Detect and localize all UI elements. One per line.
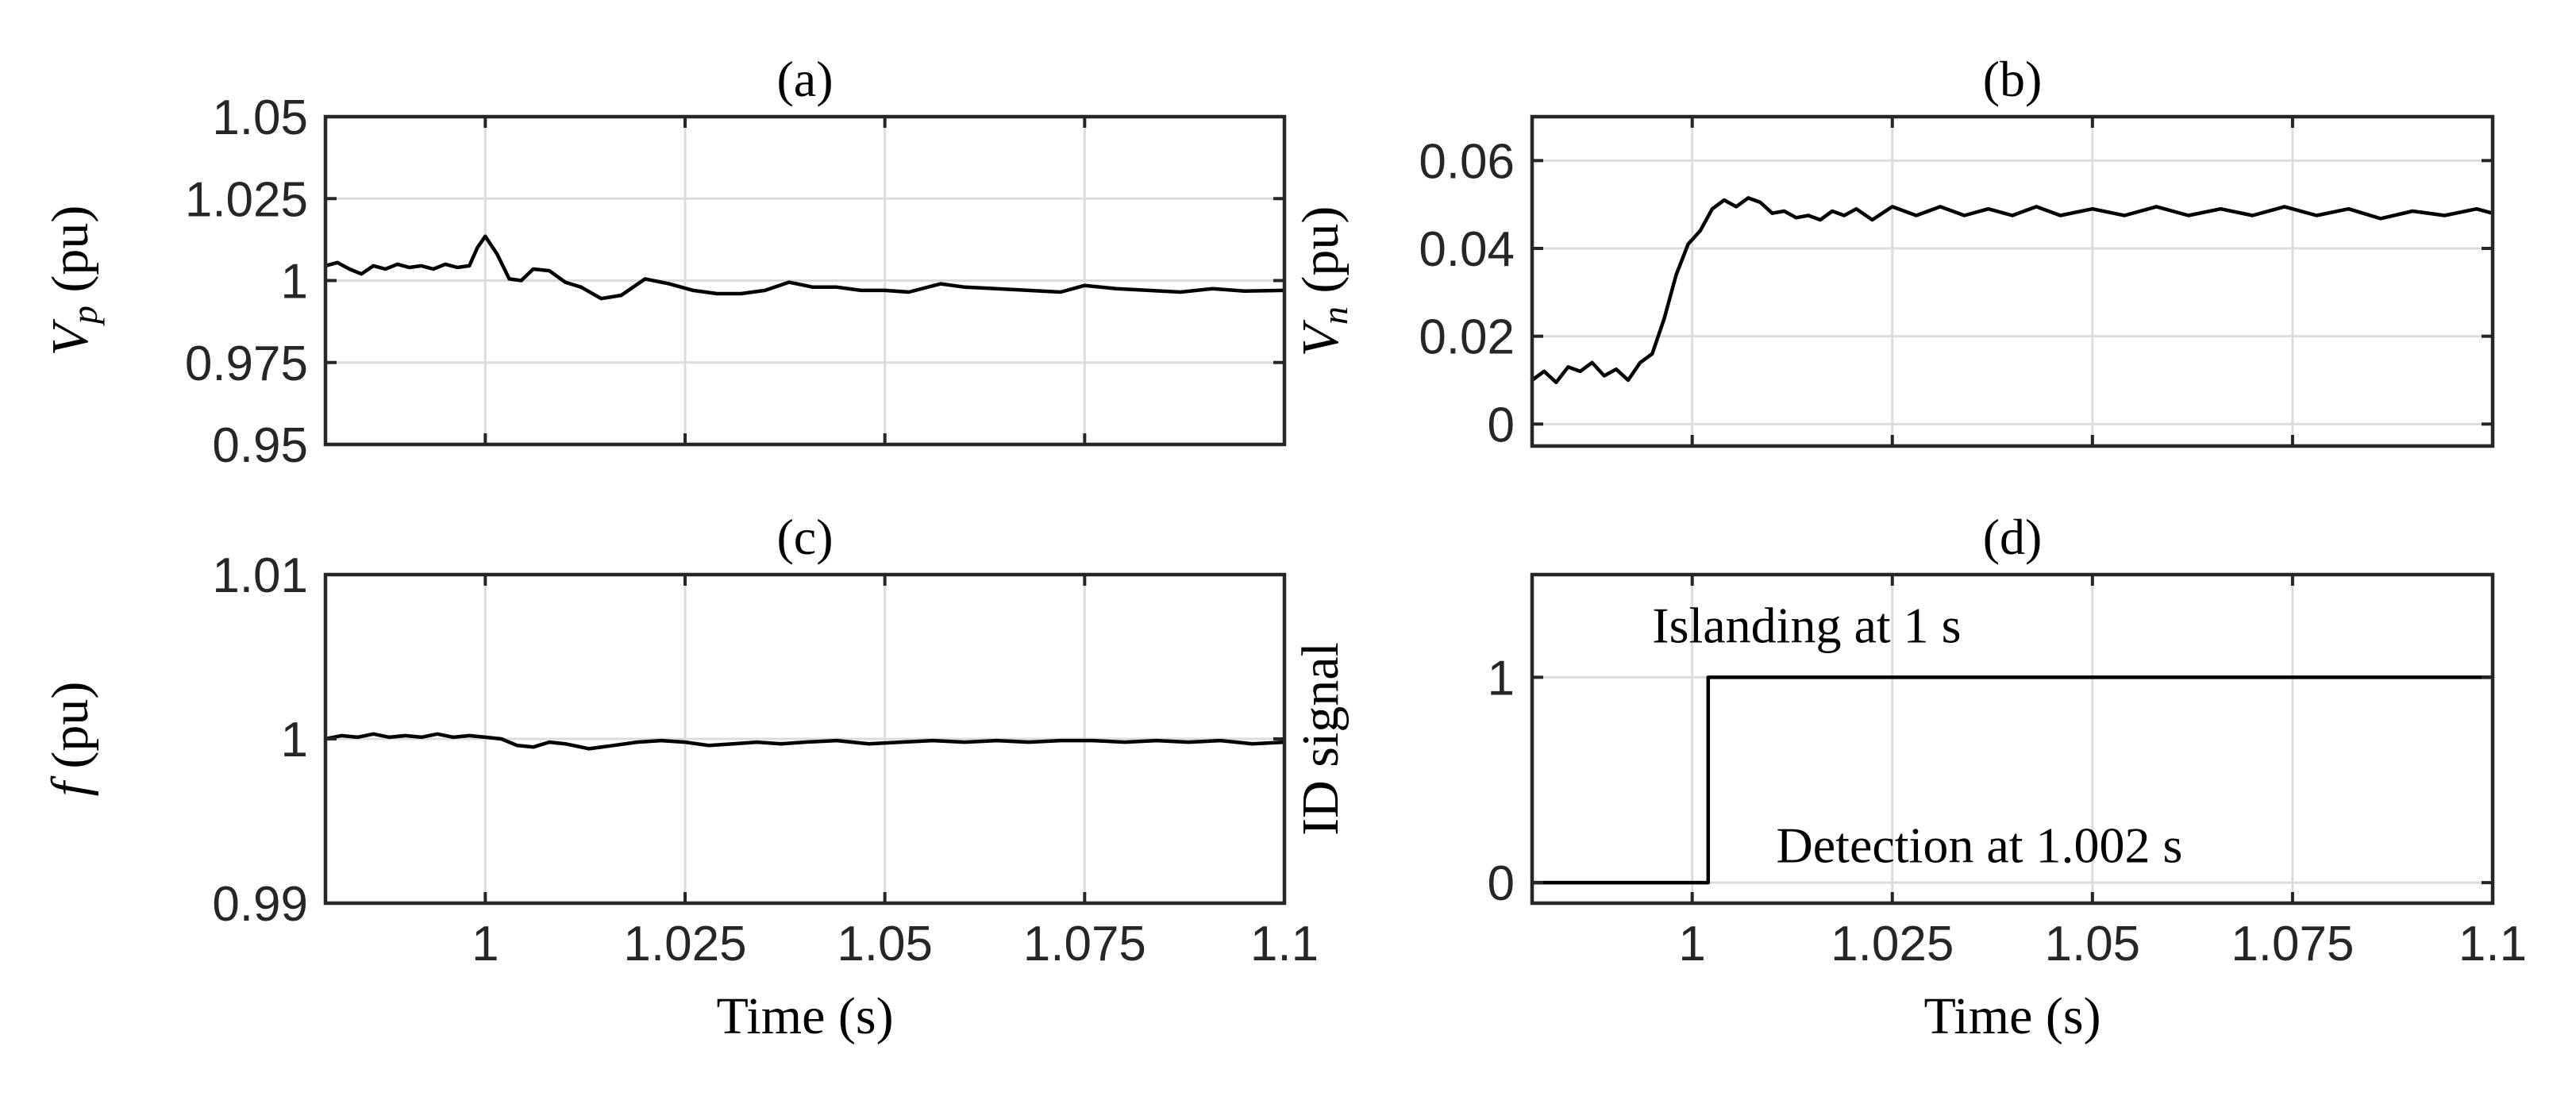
panel-d-xlabel: Time (s) [1923, 987, 2100, 1045]
panel-d: 1 1.025 1.05 1.075 1.1 0 1 (d) Time (s) ID signal… [1292, 509, 2527, 1045]
panel-d-ytick-label-1: 1 [1488, 651, 1515, 706]
panel-b-ylabel: Vn (pu) [1292, 206, 1355, 357]
panel-d-title: (d) [1983, 509, 2043, 565]
panel-c-axes-box [323, 572, 1287, 906]
panel-b-ylabel-var: V [1292, 319, 1350, 356]
panel-c-ylabel-unit: (pu) [41, 682, 99, 782]
panel-b-series-Vn [1530, 196, 2495, 385]
panel-a-ylabel-var: V [41, 318, 99, 356]
panel-a: 0.95 0.975 1 1.025 1.05 (a) Vp (pu) [41, 51, 1287, 473]
panel-a-ytick-label-0: 0.95 [212, 418, 308, 473]
panel-b-title: (b) [1983, 51, 2043, 107]
panel-c-series-f [323, 732, 1287, 751]
panel-c-xtick-label-3: 1.075 [1023, 917, 1146, 971]
panel-d-annotation-1: Detection at 1.002 s [1777, 817, 2183, 873]
panel-c: 1 1.025 1.05 1.075 1.1 0.99 1 1.01 (c) Time (s) f … [41, 509, 1319, 1045]
panel-b-axes-box [1530, 114, 2495, 448]
panel-d-xtick-label-3: 1.075 [2231, 917, 2354, 971]
panel-a-ylabel-sub: p [64, 306, 105, 326]
panel-a-ylabel-unit: (pu) [41, 206, 99, 306]
panel-b-ylabel-sub: n [1315, 306, 1355, 325]
panel-c-ytick-label-2: 1.01 [212, 548, 308, 603]
panel-c-title: (c) [776, 509, 833, 565]
panel-a-ytick-label-4: 1.05 [212, 90, 308, 145]
panel-c-xlabel: Time (s) [716, 987, 893, 1045]
panel-a-ytick-label-1: 0.975 [185, 337, 308, 391]
panel-c-ylabel: f (pu) [41, 682, 99, 797]
panel-b-ytick-label-3: 0.06 [1419, 134, 1515, 189]
panel-c-xtick-label-0: 1 [472, 917, 499, 971]
panel-d-series-ID [1530, 675, 2495, 885]
panel-d-ylabel: ID signal [1292, 642, 1350, 836]
panel-c-xtick-label-2: 1.05 [837, 917, 933, 971]
panel-d-ytick-label-0: 0 [1488, 856, 1515, 911]
panel-d-xtick-label-0: 1 [1678, 917, 1705, 971]
panel-a-series-Vp [323, 234, 1287, 301]
panel-c-ytick-label-0: 0.99 [212, 877, 308, 932]
panel-d-xtick-label-1: 1.025 [1831, 917, 1954, 971]
panel-c-xtick-label-4: 1.1 [1250, 917, 1319, 971]
panel-b-ytick-label-2: 0.04 [1419, 222, 1515, 277]
panel-d-xtick-label-4: 1.1 [2459, 917, 2527, 971]
panel-c-xtick-label-1: 1.025 [623, 917, 746, 971]
panel-b-ylabel-unit: (pu) [1292, 206, 1350, 306]
panel-b-ytick-label-1: 0.02 [1419, 310, 1515, 365]
panel-b: 0 0.02 0.04 0.06 (b) Vn (pu) [1292, 51, 2495, 452]
panel-a-ytick-label-2: 1 [281, 255, 308, 310]
panel-b-ytick-label-0: 0 [1488, 398, 1515, 452]
panel-c-ytick-label-1: 1 [281, 713, 308, 767]
panel-a-ylabel: Vp (pu) [41, 206, 105, 356]
panel-a-axes-box [323, 114, 1287, 447]
panel-d-xtick-label-2: 1.05 [2044, 917, 2140, 971]
panel-a-ytick-label-3: 1.025 [185, 172, 308, 227]
panel-d-axes-box [1530, 572, 2495, 906]
panel-a-title: (a) [776, 51, 833, 107]
panel-d-annotation-0: Islanding at 1 s [1652, 597, 1961, 653]
chart-panels: 0.95 0.975 1 1.025 1.05 (a) Vp (pu) 0 0.02 0.04 0.… [41, 51, 2527, 1045]
